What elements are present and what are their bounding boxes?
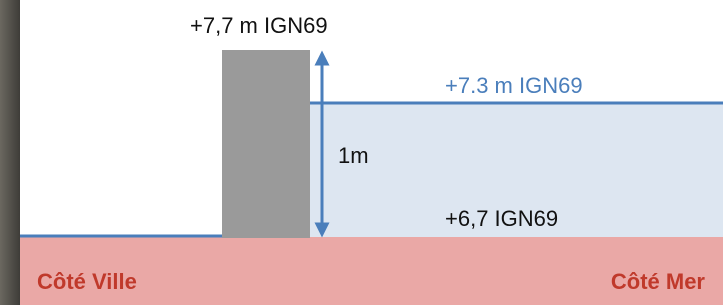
ground-level-label: +6,7 IGN69 [445,206,558,231]
diagram: +7,7 m IGN69 +7.3 m IGN69 1m +6,7 IGN69 … [0,0,723,305]
wall-top-label: +7,7 m IGN69 [190,13,328,38]
photo-edge [0,0,20,305]
wall [222,50,310,238]
water-level-label: +7.3 m IGN69 [445,73,583,98]
right-side-label: Côté Mer [611,269,706,294]
left-side-label: Côté Ville [37,269,137,294]
height-label: 1m [338,143,369,168]
